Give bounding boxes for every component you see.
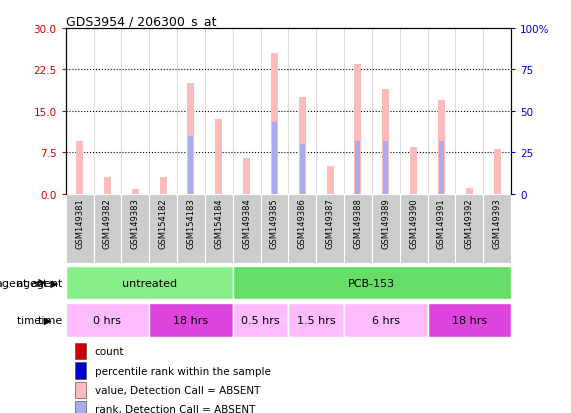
FancyBboxPatch shape — [149, 195, 177, 263]
Bar — [355, 142, 360, 194]
Text: 18 hrs: 18 hrs — [452, 315, 487, 325]
Text: 18 hrs: 18 hrs — [174, 315, 208, 325]
Text: 1.5 hrs: 1.5 hrs — [297, 315, 336, 325]
Bar — [243, 158, 250, 194]
FancyBboxPatch shape — [94, 195, 122, 263]
Bar — [327, 166, 333, 194]
Text: PCB-153: PCB-153 — [348, 278, 396, 288]
Text: GSM149381: GSM149381 — [75, 197, 84, 248]
Bar — [438, 100, 445, 194]
FancyBboxPatch shape — [372, 195, 400, 263]
Text: 0.5 hrs: 0.5 hrs — [241, 315, 280, 325]
Bar — [104, 178, 111, 194]
FancyBboxPatch shape — [456, 195, 483, 263]
Bar — [410, 147, 417, 194]
Text: GDS3954 / 206300_s_at: GDS3954 / 206300_s_at — [66, 15, 216, 28]
Text: GSM149389: GSM149389 — [381, 197, 391, 248]
Bar — [66, 303, 149, 337]
Bar — [383, 90, 389, 194]
Text: 0 hrs: 0 hrs — [94, 315, 122, 325]
Text: GSM149387: GSM149387 — [325, 197, 335, 248]
FancyBboxPatch shape — [66, 195, 94, 263]
FancyBboxPatch shape — [233, 195, 260, 263]
FancyBboxPatch shape — [260, 195, 288, 263]
Bar — [439, 142, 444, 194]
Bar — [76, 142, 83, 194]
Text: GSM149392: GSM149392 — [465, 197, 474, 248]
Bar — [75, 363, 86, 379]
Bar — [299, 98, 305, 194]
FancyBboxPatch shape — [344, 195, 372, 263]
Bar — [75, 343, 86, 359]
Bar — [233, 303, 288, 337]
Bar — [188, 136, 194, 194]
Text: GSM149393: GSM149393 — [493, 197, 502, 248]
Bar — [494, 150, 501, 194]
Text: GSM149391: GSM149391 — [437, 197, 446, 248]
Text: GSM149383: GSM149383 — [131, 197, 140, 248]
FancyBboxPatch shape — [122, 195, 149, 263]
Bar — [271, 54, 278, 194]
Bar — [160, 178, 167, 194]
Bar — [132, 190, 139, 194]
Bar — [233, 266, 511, 300]
Text: GSM149385: GSM149385 — [270, 197, 279, 248]
Text: agent ▶: agent ▶ — [17, 278, 58, 288]
Text: GSM154184: GSM154184 — [214, 197, 223, 248]
FancyBboxPatch shape — [316, 195, 344, 263]
Bar — [344, 303, 428, 337]
Text: agent: agent — [0, 278, 28, 288]
Bar — [66, 266, 233, 300]
Bar — [75, 401, 86, 413]
Text: rank, Detection Call = ABSENT: rank, Detection Call = ABSENT — [95, 404, 255, 413]
Text: GSM149386: GSM149386 — [297, 197, 307, 248]
Bar — [288, 303, 344, 337]
Bar — [149, 303, 233, 337]
Bar — [355, 65, 361, 194]
Text: count: count — [95, 347, 124, 356]
Text: GSM149388: GSM149388 — [353, 197, 363, 248]
Text: GSM154183: GSM154183 — [186, 197, 195, 248]
Text: time ▶: time ▶ — [17, 315, 52, 325]
Bar — [428, 303, 511, 337]
FancyBboxPatch shape — [400, 195, 428, 263]
Bar — [75, 382, 86, 398]
Bar — [300, 145, 305, 194]
Text: GSM149384: GSM149384 — [242, 197, 251, 248]
Text: value, Detection Call = ABSENT: value, Detection Call = ABSENT — [95, 385, 260, 395]
Text: agent: agent — [30, 278, 63, 288]
FancyBboxPatch shape — [483, 195, 511, 263]
Bar — [383, 142, 388, 194]
FancyBboxPatch shape — [288, 195, 316, 263]
FancyBboxPatch shape — [205, 195, 233, 263]
Bar — [272, 123, 277, 194]
FancyBboxPatch shape — [428, 195, 456, 263]
Text: 6 hrs: 6 hrs — [372, 315, 400, 325]
FancyBboxPatch shape — [177, 195, 205, 263]
Bar — [466, 189, 473, 194]
Text: time: time — [38, 315, 63, 325]
Text: untreated: untreated — [122, 278, 177, 288]
Bar — [215, 120, 222, 194]
Text: GSM149382: GSM149382 — [103, 197, 112, 248]
Text: GSM154182: GSM154182 — [159, 197, 168, 248]
Text: percentile rank within the sample: percentile rank within the sample — [95, 366, 271, 375]
Text: GSM149390: GSM149390 — [409, 197, 418, 248]
Bar — [187, 84, 194, 194]
